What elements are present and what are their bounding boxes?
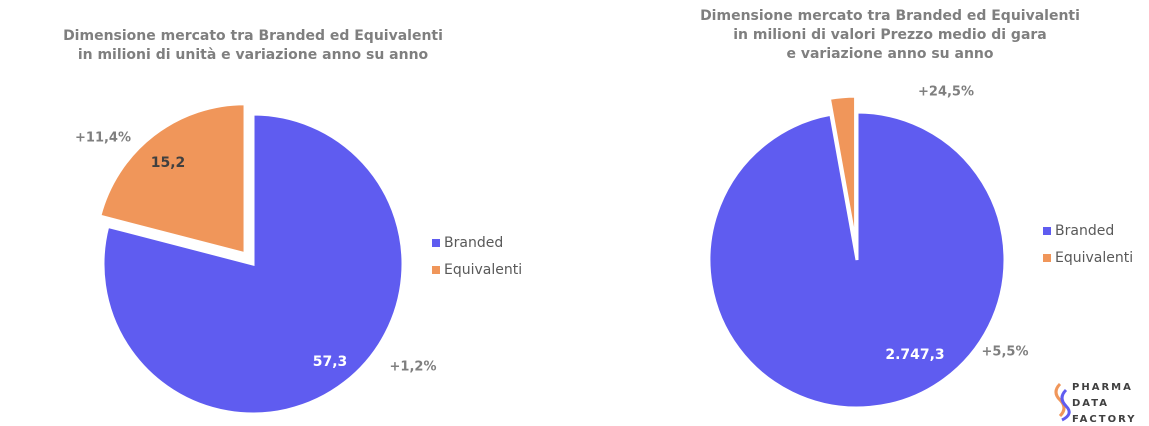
chart-title: Dimensione mercato tra Branded ed Equiva… bbox=[700, 8, 1080, 24]
change-label: +1,2% bbox=[390, 360, 437, 375]
pie-slice bbox=[827, 94, 858, 245]
legend-swatch bbox=[1043, 254, 1051, 262]
chart-title: in milioni di unità e variazione anno su… bbox=[78, 47, 429, 63]
logo-text: DATA bbox=[1072, 398, 1109, 409]
legend-label: Equivalenti bbox=[1055, 250, 1133, 266]
change-label: +5,5% bbox=[982, 345, 1029, 360]
pie-slice bbox=[98, 102, 247, 256]
data-label: 15,2 bbox=[151, 155, 186, 171]
logo-shape bbox=[1060, 388, 1071, 422]
data-label: 57,3 bbox=[313, 354, 348, 370]
legend-label: Branded bbox=[1055, 223, 1114, 239]
change-label: +11,4% bbox=[75, 131, 131, 146]
legend-swatch bbox=[432, 239, 440, 247]
chart-title: Dimensione mercato tra Branded ed Equiva… bbox=[63, 28, 443, 44]
logo-text: FACTORY bbox=[1072, 414, 1136, 425]
legend-label: Branded bbox=[444, 235, 503, 251]
pie-slice bbox=[707, 110, 1007, 410]
legend-label: Equivalenti bbox=[444, 262, 522, 278]
legend-swatch bbox=[1043, 227, 1051, 235]
logo-text: PHARMA bbox=[1072, 382, 1133, 393]
legend-swatch bbox=[432, 266, 440, 274]
logo-icon bbox=[1054, 382, 1071, 422]
chart-title: e variazione anno su anno bbox=[786, 46, 993, 62]
logo-shape bbox=[1054, 382, 1066, 418]
data-label: 2.747,3 bbox=[885, 347, 944, 363]
change-label: +24,5% bbox=[918, 85, 974, 100]
chart-title: in milioni di valori Prezzo medio di gar… bbox=[733, 27, 1047, 43]
pie-slice bbox=[101, 112, 405, 416]
